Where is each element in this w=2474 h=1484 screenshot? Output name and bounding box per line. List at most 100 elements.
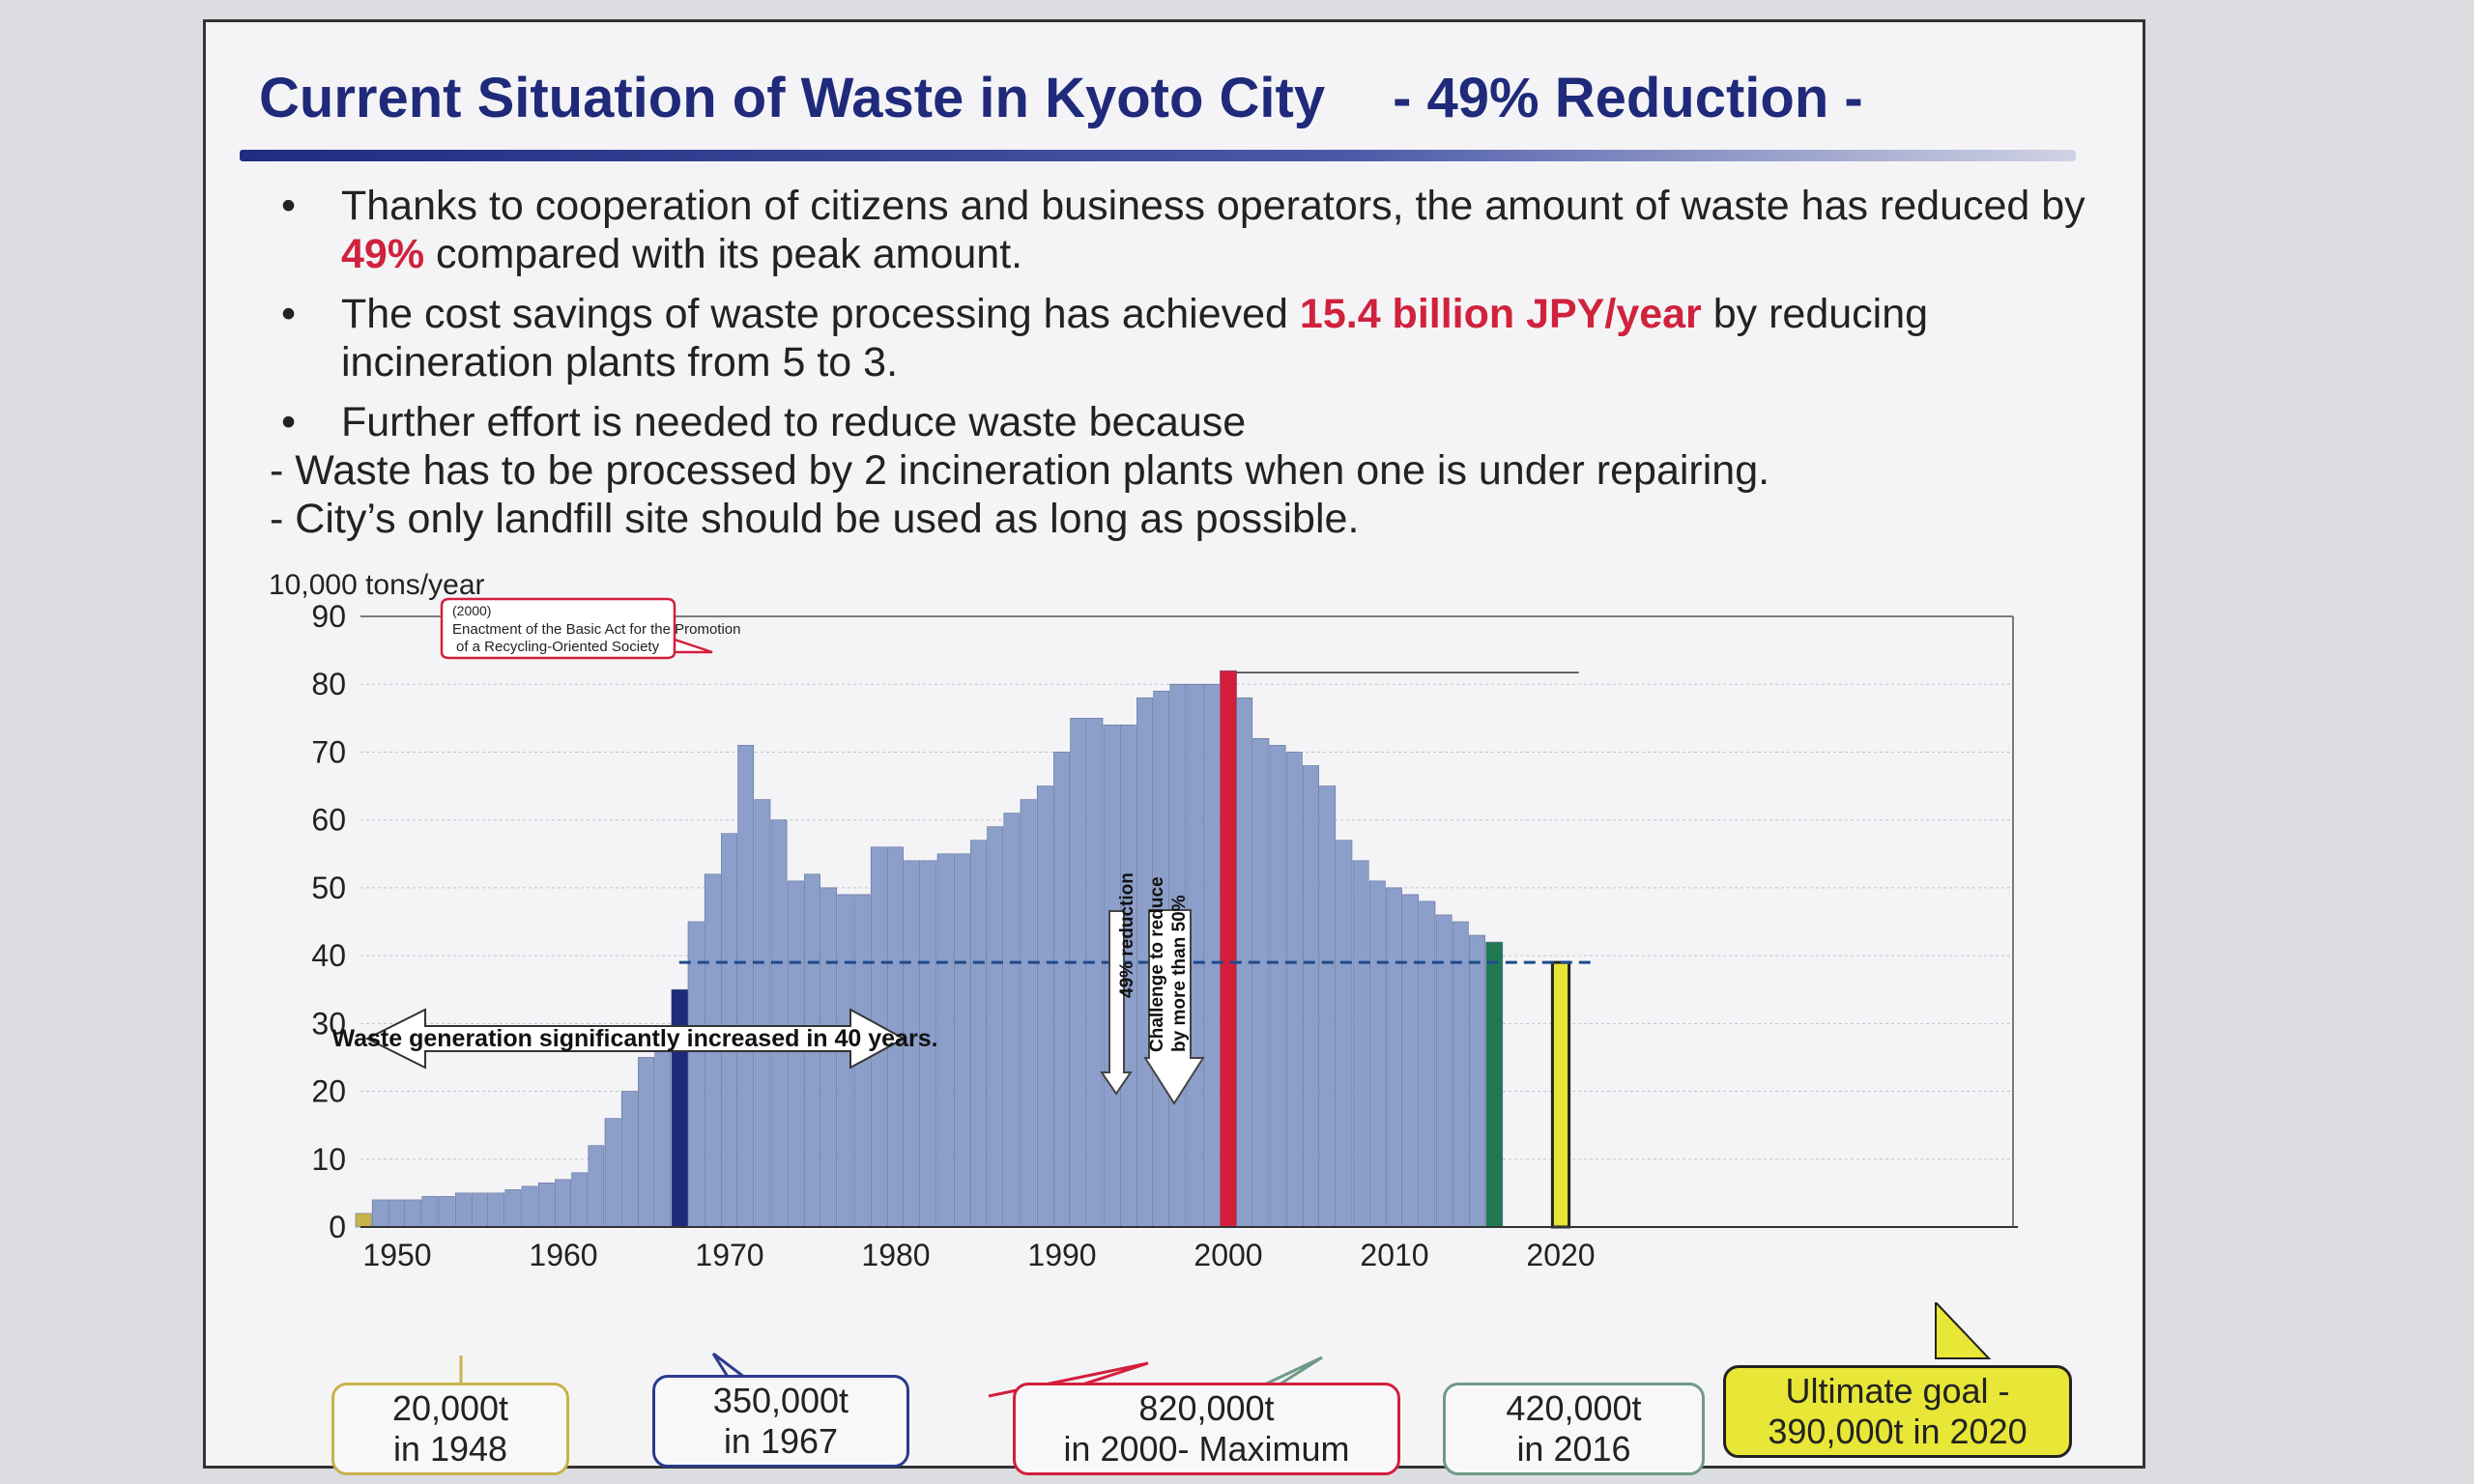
x-tick-label: 1970 [695,1238,763,1272]
bar-2003 [1269,745,1286,1228]
y-tick-label: 0 [329,1210,346,1244]
bar-2010 [1386,887,1402,1228]
bar-1966 [654,1030,672,1228]
y-tick-label: 60 [311,803,346,838]
bar-2007 [1336,840,1353,1228]
bullet-text: Thanks to cooperation of citizens and bu… [341,183,2086,229]
y-tick-label: 50 [311,870,346,905]
bar-1999 [1202,683,1220,1228]
bullet-dot: • [281,399,297,445]
bar-1963 [604,1118,621,1228]
bar-2014 [1452,921,1469,1228]
bar-2020 [1550,960,1571,1229]
sub-bullet-2: - City’s only landfill site should be us… [270,496,1360,542]
bullet-highlight: 49% [341,231,425,277]
box-2016: 420,000t in 2016 [1443,1383,1705,1475]
reduction-arrow: 49% reduction [1100,872,1137,1096]
title-sub: - 49% Reduction - [1393,67,1863,129]
bar-1955 [472,1192,488,1228]
increase-arrow: Waste generation significantly increased… [331,1008,938,1070]
bar-1957 [504,1189,522,1228]
box-1948: 20,000t in 1948 [331,1383,569,1475]
bar-1953 [438,1196,455,1228]
y-tick-label: 30 [311,1006,346,1041]
title-main: Current Situation of Waste in Kyoto City [259,67,1326,129]
bullet-text: compared with its peak amount. [424,231,1023,277]
x-tick-labels: 1950 1960 1970 1980 1990 2000 2010 2020 [362,1238,1595,1272]
bar-1948 [355,1213,372,1228]
waste-chart: 10,000 tons/year 0 10 20 30 40 50 60 70 80 90 195… [269,569,2018,1398]
x-tick-label: 1960 [529,1238,597,1272]
box-2000-value: 820,000t [1138,1388,1275,1428]
bar-1983 [936,853,954,1228]
bullet-highlight: 15.4 billion JPY/year [1299,291,1702,337]
bar-2006 [1319,785,1337,1228]
callout-2000-line3: of a Recycling-Oriented Society [456,639,660,655]
bar-1988 [1020,799,1037,1228]
bar-2004 [1285,752,1303,1228]
box-2000: 820,000t in 2000- Maximum [1013,1383,1400,1475]
reduction-label: 49% reduction [1117,872,1137,998]
bar-1958 [521,1185,538,1228]
bar-1968 [687,921,705,1228]
bullet-text: by reducing incineration plants from 5 t… [341,291,1929,385]
box-goal-2020: Ultimate goal - 390,000t in 2020 [1723,1365,2072,1458]
bar-2015 [1469,934,1485,1228]
increase-label: Waste generation significantly increased… [331,1025,937,1052]
bullet-3: • Further effort is needed to reduce wast… [264,398,2129,446]
bullet-list: • Thanks to cooperation of citizens and b… [264,182,2129,543]
bar-1964 [620,1091,638,1228]
bullet-text: The cost savings of waste processing has… [341,291,1300,337]
box-1967: 350,000t in 1967 [652,1375,909,1468]
bar-1976 [820,887,838,1228]
bar-1985 [970,840,987,1228]
bullet-dot: • [281,291,297,337]
bar-1973 [770,819,788,1228]
bar-1984 [953,853,970,1228]
bar-1971 [737,745,755,1228]
title-underline [240,150,2076,161]
box-2000-year: in 2000- Maximum [1063,1429,1350,1469]
bar-1987 [1003,813,1021,1228]
x-tick-label: 2010 [1360,1238,1428,1272]
bar-2008 [1352,860,1369,1228]
bullet-2: • The cost savings of waste processing ha… [264,290,2129,386]
box-goal-line2: 390,000t in 2020 [1768,1412,2028,1451]
x-tick-label: 2020 [1526,1238,1595,1272]
challenge-label-1: Challenge to reduce [1147,876,1167,1052]
box-2016-value: 420,000t [1506,1388,1642,1428]
bar-1972 [754,799,771,1228]
bar-1992 [1086,718,1104,1228]
bullet-dot: • [281,183,297,229]
bar-2005 [1303,765,1319,1228]
box-1948-year: in 1948 [392,1429,508,1469]
bar-1952 [421,1196,439,1228]
box-1967-year: in 1967 [723,1421,839,1461]
callout-2000: (2000) Enactment of the Basic Act for th… [440,597,740,660]
box-2016-year: in 2016 [1516,1429,1631,1469]
bar-1986 [987,826,1004,1228]
bar-1989 [1036,785,1053,1228]
x-tick-label: 1980 [861,1238,930,1272]
y-tick-label: 80 [311,667,346,701]
x-tick-label: 1990 [1027,1238,1096,1272]
sub-bullet-1: - Waste has to be processed by 2 inciner… [270,447,1770,494]
y-tick-label: 70 [311,734,346,769]
box-1948-value: 20,000t [391,1388,509,1428]
bar-2002 [1252,738,1270,1228]
callout-2000-year: (2000) [452,603,491,618]
bar-1962 [588,1145,605,1228]
bar-2011 [1402,894,1420,1228]
bar-1959 [537,1183,555,1228]
bar-2012 [1419,900,1436,1228]
bar-2000 [1220,670,1237,1228]
bar-2009 [1368,880,1386,1228]
bar-1991 [1070,718,1087,1228]
x-tick-label: 1950 [362,1238,431,1272]
bar-2016 [1485,941,1504,1228]
bar-1949 [371,1199,388,1228]
bullet-text: Further effort is needed to reduce waste… [341,399,1247,445]
y-axis-unit: 10,000 tons/year [269,569,485,601]
bar-1974 [787,880,804,1228]
challenge-label-2: by more than 50% [1169,895,1190,1052]
